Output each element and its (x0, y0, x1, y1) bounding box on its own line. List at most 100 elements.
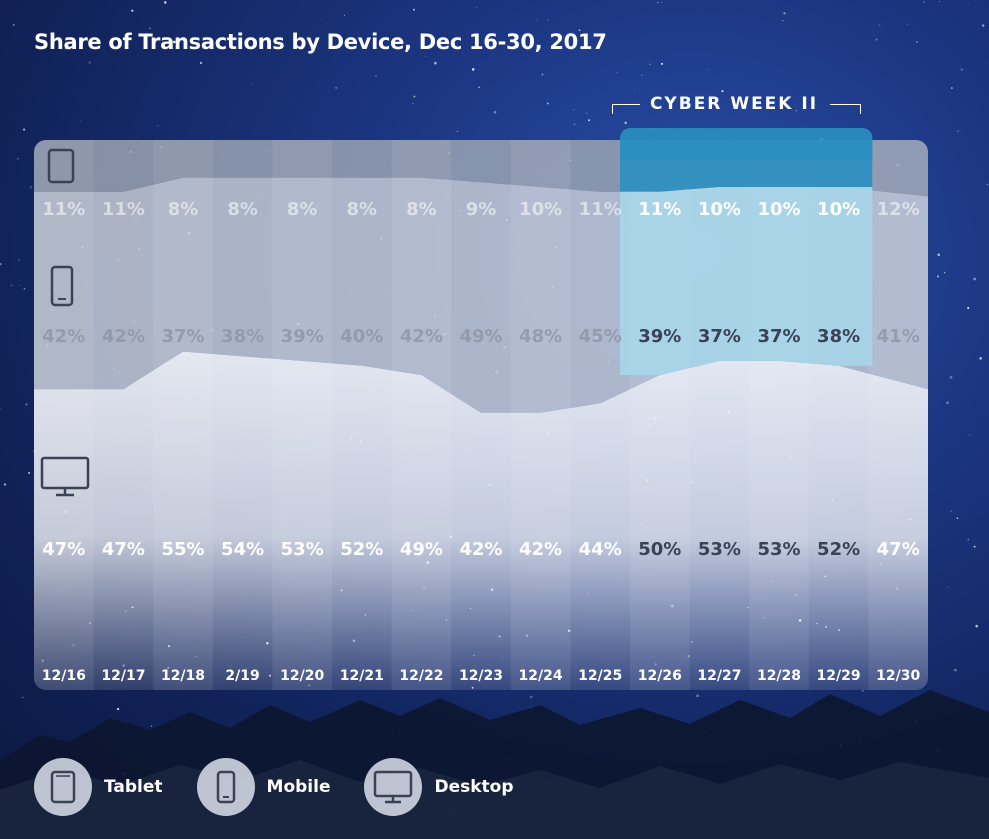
x-tick-label: 12/17 (101, 668, 145, 684)
star (3, 483, 7, 486)
column-stripe (34, 140, 94, 690)
star (986, 183, 989, 186)
star (64, 48, 66, 50)
star (23, 287, 26, 290)
star (289, 103, 291, 105)
star (923, 1, 925, 3)
star (960, 68, 963, 71)
star (573, 109, 575, 111)
star (413, 8, 415, 11)
data-label-desktop: 44% (579, 539, 622, 560)
star (967, 307, 970, 310)
star (166, 31, 168, 32)
star (696, 694, 699, 698)
data-label-tablet: 8% (227, 199, 258, 220)
star (943, 271, 946, 274)
star (150, 725, 153, 727)
legend-item-desktop: Desktop (364, 758, 514, 816)
star (634, 89, 636, 91)
data-label-desktop: 47% (42, 539, 85, 560)
star (28, 471, 31, 475)
data-label-desktop: 52% (817, 539, 860, 560)
star (10, 284, 13, 287)
data-label-mobile: 49% (459, 326, 502, 347)
cyber-week-highlight (620, 128, 873, 375)
x-tick-label: 12/20 (280, 668, 324, 684)
data-label-tablet: 10% (698, 199, 741, 220)
data-label-desktop: 53% (281, 539, 324, 560)
star (641, 74, 643, 77)
data-label-tablet: 8% (406, 199, 437, 220)
star (975, 624, 978, 628)
star (88, 61, 91, 64)
star (973, 277, 976, 281)
star (413, 95, 416, 98)
star (957, 130, 959, 133)
area-desktop (34, 351, 928, 690)
cyber-week-bracket-right (830, 104, 860, 105)
column-stripe (272, 140, 332, 690)
star (963, 148, 965, 150)
star (949, 375, 953, 379)
star (131, 9, 134, 12)
data-label-tablet: 10% (757, 199, 800, 220)
column-stripe (153, 140, 213, 690)
star (74, 91, 76, 93)
data-label-tablet: 12% (877, 199, 920, 220)
legend-label-mobile: Mobile (266, 777, 331, 797)
data-label-mobile: 37% (698, 326, 741, 347)
star (69, 135, 71, 136)
data-label-desktop: 55% (161, 539, 204, 560)
star (251, 82, 252, 84)
data-label-mobile: 37% (161, 326, 204, 347)
data-label-tablet: 8% (168, 199, 199, 220)
star (149, 27, 151, 30)
star (979, 357, 982, 360)
star (541, 73, 544, 76)
star (310, 47, 313, 50)
star (164, 1, 167, 4)
x-tick-label: 12/30 (876, 668, 920, 684)
data-label-mobile: 42% (102, 326, 145, 347)
star (29, 185, 33, 189)
star (938, 0, 941, 3)
star (954, 668, 957, 672)
star (939, 634, 941, 635)
star (476, 7, 478, 9)
star (967, 538, 970, 541)
star (275, 37, 278, 41)
data-label-mobile: 42% (400, 326, 443, 347)
star (573, 123, 576, 126)
star (707, 69, 708, 71)
data-label-mobile: 42% (42, 326, 85, 347)
star (0, 407, 1, 410)
data-label-desktop: 42% (459, 539, 502, 560)
column-stripe (868, 140, 928, 690)
data-label-mobile: 39% (638, 326, 681, 347)
highlight-tablet (620, 140, 873, 192)
legend-item-tablet: Tablet (34, 758, 163, 816)
star (199, 61, 203, 65)
star (22, 696, 24, 698)
star (546, 102, 549, 105)
star (969, 433, 971, 436)
star (783, 12, 786, 15)
mobile-icon (196, 758, 255, 816)
star (493, 110, 497, 114)
star (343, 14, 345, 16)
data-label-mobile: 48% (519, 326, 562, 347)
star (547, 19, 549, 21)
data-label-desktop: 53% (698, 539, 741, 560)
star (488, 43, 490, 45)
star (870, 108, 872, 109)
data-label-desktop: 49% (400, 539, 443, 560)
star (137, 136, 139, 138)
star (12, 205, 14, 207)
chart-title: Share of Transactions by Device, Dec 16-… (34, 30, 607, 54)
star (961, 275, 962, 276)
data-label-mobile: 38% (221, 326, 264, 347)
star (967, 3, 969, 5)
x-tick-label: 12/28 (757, 668, 801, 684)
star (326, 22, 328, 24)
cyber-week-bracket-left (612, 104, 640, 105)
